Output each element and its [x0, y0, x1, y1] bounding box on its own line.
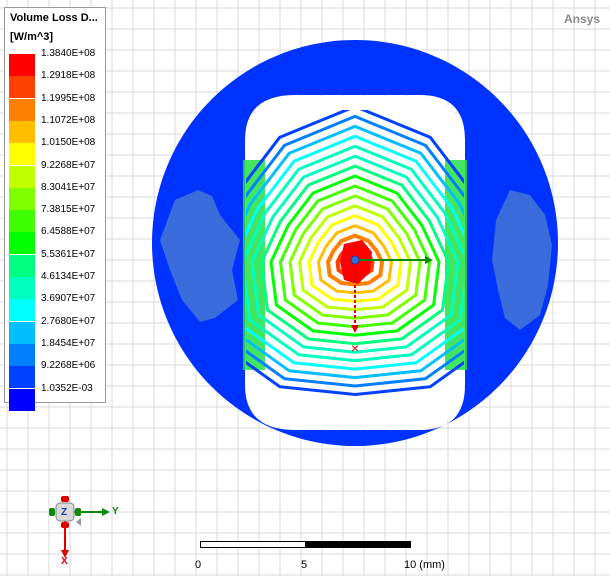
origin-point — [350, 255, 360, 265]
scale-bar-segment-1 — [200, 541, 306, 548]
legend-swatch — [9, 254, 35, 277]
triad-z-label: Z — [61, 507, 68, 518]
legend-value: 1.8454E+07 — [41, 337, 96, 349]
scale-bar: 0 5 10 (mm) — [190, 538, 445, 574]
legend-swatch — [9, 343, 35, 366]
local-y-arrowhead — [425, 256, 433, 264]
legend-swatch — [9, 143, 35, 166]
legend-swatch — [9, 120, 35, 143]
legend-swatch — [9, 76, 35, 99]
legend-swatch — [9, 277, 35, 299]
legend-value: 5.5361E+07 — [41, 248, 96, 260]
legend-value: 7.3815E+07 — [41, 204, 96, 216]
legend-swatch — [9, 366, 35, 389]
legend-swatch — [9, 165, 35, 188]
local-x-marker: × — [351, 340, 359, 356]
legend-swatch — [9, 98, 35, 121]
scale-label-5: 5 — [301, 559, 308, 571]
legend-swatch — [9, 388, 35, 411]
legend-value: 9.2268E+07 — [41, 159, 96, 171]
triad-graphic — [49, 496, 110, 558]
scale-label-0: 0 — [195, 559, 202, 571]
legend-swatch — [9, 187, 35, 210]
legend-title: Volume Loss D... — [10, 12, 98, 24]
legend-value: 6.4588E+07 — [41, 226, 96, 238]
legend-value: 1.0150E+08 — [41, 137, 96, 149]
brand-logo: Ansys — [563, 12, 600, 26]
left-low-patch — [160, 190, 240, 322]
local-x-arrowhead — [351, 325, 359, 333]
triad-x-label: X — [61, 556, 68, 567]
legend-value: 1.2918E+08 — [41, 70, 96, 82]
legend-value: 1.1072E+08 — [41, 114, 96, 126]
axis-triad[interactable]: Y Z X — [40, 488, 130, 568]
legend-swatch — [9, 54, 35, 76]
legend-value: 8.3041E+07 — [41, 181, 96, 193]
right-low-patch — [492, 190, 552, 330]
color-legend[interactable]: Volume Loss D... [W/m^3] 1.3840E+08 1.291… — [4, 7, 106, 411]
legend-swatch — [9, 232, 35, 255]
triad-y-label: Y — [112, 506, 119, 517]
contour-lines — [246, 110, 464, 397]
legend-value: 9.2268E+06 — [41, 360, 96, 372]
legend-swatch — [9, 210, 35, 233]
legend-value: 1.1995E+08 — [41, 92, 96, 104]
legend-unit: [W/m^3] — [10, 31, 54, 43]
scale-bar-segment-2 — [305, 541, 411, 548]
legend-swatch — [9, 299, 35, 322]
legend-value: 1.0352E-03 — [41, 382, 93, 394]
legend-swatch — [9, 321, 35, 344]
legend-value: 1.3840E+08 — [41, 48, 96, 59]
legend-value: 4.6134E+07 — [41, 271, 96, 282]
legend-value: 3.6907E+07 — [41, 293, 96, 305]
scale-label-10: 10 (mm) — [404, 559, 445, 571]
legend-value: 2.7680E+07 — [41, 315, 96, 327]
